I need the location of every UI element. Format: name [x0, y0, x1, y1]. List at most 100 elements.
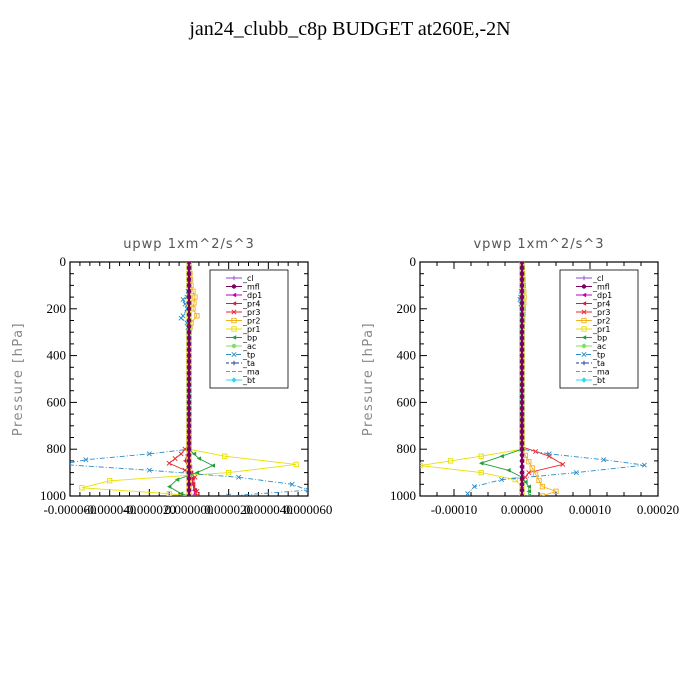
series-mfl [519, 262, 525, 496]
data-point [186, 482, 192, 487]
y-tick-label: 600 [47, 394, 67, 409]
data-point [222, 453, 228, 459]
legend-entry-cl: _cl [576, 274, 604, 283]
legend-marker [581, 351, 587, 358]
legend-box [559, 269, 639, 389]
series-line-pr2 [521, 262, 558, 496]
y-tick-label: 800 [397, 441, 417, 456]
data-point [186, 335, 192, 341]
legend-label: _pr4 [592, 300, 610, 309]
y-tick-label: 0 [60, 254, 67, 269]
data-point [174, 477, 180, 482]
data-point [519, 341, 525, 347]
data-point [226, 493, 232, 496]
data-point [519, 283, 525, 288]
data-point [519, 365, 525, 370]
y-tick-label: 1000 [40, 488, 66, 503]
legend-marker [581, 377, 587, 383]
x-tick-label: -0.00010 [431, 502, 478, 517]
x-tick-label: -0.000040 [83, 502, 136, 517]
data-point [519, 324, 525, 329]
legend-marker [581, 309, 587, 315]
data-point [499, 477, 505, 483]
data-point [641, 462, 647, 468]
data-point [186, 365, 192, 370]
panel-title: upwp 1xm^2/s^3 [123, 237, 255, 252]
data-point [146, 467, 152, 473]
data-point [226, 469, 232, 476]
data-point [519, 487, 525, 493]
legend-label: _pr3 [592, 308, 610, 317]
legend-label: _pr4 [242, 300, 260, 309]
chart-panel-1: upwp 1xm^2/s^3 Pressure [hPa] 0 200 400 600 80… [11, 237, 332, 517]
legend-entry-mfl: _mfl [226, 283, 260, 292]
y-tick-label: 800 [47, 441, 67, 456]
data-point [186, 330, 192, 335]
legend-marker [581, 301, 587, 306]
legend-entry-ta: _ta [576, 359, 605, 368]
x-tick-label: 0.00000 [501, 502, 543, 517]
data-point [526, 459, 532, 465]
data-point [519, 400, 525, 405]
chart-panel-2: vpwp 1xm^2/s^3 Pressure [hPa] 0 200 400 600 80… [361, 237, 679, 517]
data-point [519, 452, 525, 458]
data-point [519, 447, 525, 452]
data-point [447, 458, 454, 464]
data-point [519, 376, 525, 382]
data-point [192, 294, 198, 300]
legend-marker [231, 301, 237, 306]
data-point [194, 470, 200, 475]
data-point [192, 474, 198, 480]
panel-title: vpwp 1xm^2/s^3 [473, 237, 604, 252]
legend-entry-pr2: _pr2 [226, 317, 260, 326]
data-point [573, 470, 579, 476]
data-point [186, 347, 192, 352]
legend-label: _cl [242, 274, 254, 283]
legend-label: _ma [242, 368, 260, 377]
data-point [519, 289, 525, 294]
data-point [210, 463, 215, 468]
legend-marker [581, 360, 587, 366]
legend-label: _bp [592, 334, 607, 343]
data-point [180, 296, 186, 302]
data-point [182, 458, 188, 464]
legend-entry-ta: _ta [226, 359, 255, 368]
data-point [519, 464, 525, 469]
data-point [172, 456, 178, 462]
series-mfl [186, 262, 192, 496]
data-point [523, 479, 528, 485]
legend-label: _pr2 [242, 317, 260, 326]
data-point [529, 465, 535, 471]
data-point [478, 453, 484, 459]
y-tick-label: 600 [397, 394, 417, 409]
data-point [186, 464, 192, 469]
data-point [186, 271, 192, 276]
data-point [553, 488, 559, 494]
data-point [519, 493, 525, 496]
legend-entry-pr1: _pr1 [576, 325, 610, 334]
data-point [526, 489, 531, 494]
data-point [186, 283, 192, 288]
legend-entry-tp: _tp [226, 351, 255, 360]
legend-marker [581, 343, 587, 349]
y-tick-label: 400 [397, 348, 417, 363]
data-point [519, 262, 525, 265]
x-tick-label: -0.000020 [123, 502, 176, 517]
data-point [194, 313, 200, 319]
legend-entry-bp: _bp [226, 334, 257, 343]
figure-title: jan24_clubb_c8p BUDGET at260E,-2N [189, 18, 511, 40]
data-point [519, 435, 525, 440]
data-point [519, 388, 525, 393]
legend-label: _pr1 [592, 325, 610, 334]
legend-label: _ta [242, 359, 255, 368]
legend-label: _bt [592, 376, 605, 385]
data-point [196, 456, 202, 461]
legend-label: _tp [592, 351, 605, 360]
legend-label: _cl [592, 274, 604, 283]
y-tick-label: 0 [410, 254, 417, 269]
data-point [519, 394, 525, 399]
data-point [479, 461, 484, 466]
legend-marker [231, 360, 237, 366]
data-point [107, 478, 113, 484]
x-tick-label: 0.000040 [244, 502, 293, 517]
